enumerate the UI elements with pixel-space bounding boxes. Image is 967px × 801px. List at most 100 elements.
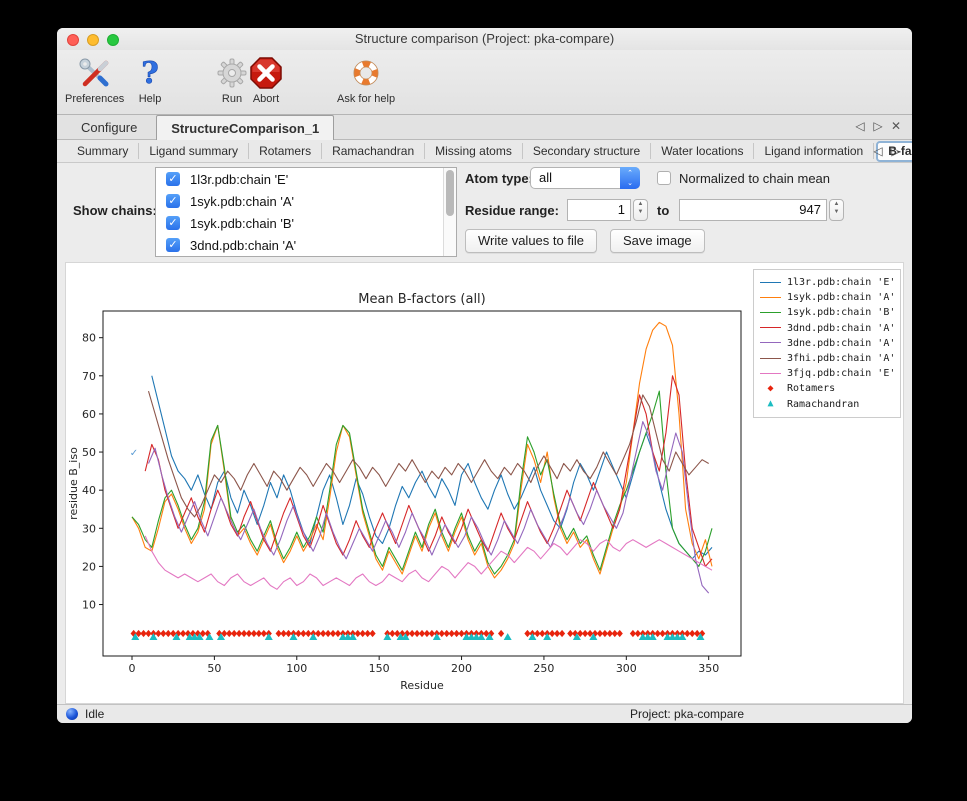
subtab-b-factors[interactable]: B-factors [876,140,912,162]
tab-structurecomparison-1[interactable]: StructureComparison_1 [156,115,335,140]
marker-rotamers [389,629,396,638]
subtab-secondary-structure[interactable]: Secondary structure [523,143,652,159]
toolbar-ask-for-help-button[interactable]: Ask for help [337,56,395,105]
marker-rotamers [558,629,566,638]
save-image-button[interactable]: Save image [610,229,705,253]
chain-label: 1l3r.pdb:chain 'E' [190,171,289,187]
toolbar-help-button[interactable]: ? Help [133,56,167,105]
atom-type-value: all [539,170,553,185]
legend-line [760,342,781,344]
y-tick-label: 20 [82,560,96,573]
marker-rotamers [221,629,228,638]
marker-rotamers [255,629,262,638]
marker-ramachandran [485,633,494,640]
subtab-rotamers[interactable]: Rotamers [249,143,323,159]
marker-ramachandran [678,633,687,640]
legend-label: Rotamers [787,383,836,395]
toolbar-label: Run [221,93,243,105]
x-tick-label: 250 [533,662,554,675]
x-tick-label: 350 [698,662,719,675]
marker-rotamers [305,629,312,638]
close-tab-icon[interactable]: ✕ [890,119,902,133]
subtab-ramachandran[interactable]: Ramachandran [322,143,426,159]
marker-ramachandran [528,633,537,640]
chain-checkbox[interactable]: ✓ [166,238,180,252]
legend-line-swatch [760,277,781,288]
marker-ramachandran [383,633,392,640]
preferences-tools-icon [78,56,112,90]
minimize-window-button[interactable] [87,34,99,46]
titlebar[interactable]: Structure comparison (Project: pka-compa… [57,28,912,50]
prev-subtab-icon[interactable]: ◁ [873,144,883,158]
chain-list-item[interactable]: ✓ 1syk.pdb:chain 'A' [156,190,456,212]
y-axis-label: residue B_iso [67,447,80,520]
stepper-up-icon[interactable]: ▲ [833,201,840,207]
residue-to-input[interactable]: 947 [679,199,827,221]
legend-label: 1l3r.pdb:chain 'E' [787,277,896,289]
chain-label: 1syk.pdb:chain 'A' [190,193,294,209]
subtab-ligand-information[interactable]: Ligand information [754,143,875,159]
combo-down-glyph: ⌄ [627,180,633,187]
legend-line-swatch [760,368,781,379]
y-tick-label: 10 [82,599,96,612]
stepper-down-icon[interactable]: ▼ [637,209,644,215]
write-values-button[interactable]: Write values to file [465,229,597,253]
marker-rotamers [155,629,162,638]
toolbar-label: Ask for help [337,93,396,105]
chain-list[interactable]: ✓ 1l3r.pdb:chain 'E' ✓ 1syk.pdb:chain 'A' ✓ 1… [155,167,457,257]
toolbar-label: Abort [252,93,280,105]
tab-configure[interactable]: Configure [81,120,138,135]
legend-entry: 3fhi.pdb:chain 'A' [760,351,895,366]
scrollbar-thumb[interactable] [446,170,454,216]
chart-title: Mean B-factors (all) [358,292,486,307]
normalized-checkbox[interactable] [657,171,671,185]
marker-rotamers [329,629,337,638]
x-tick-label: 50 [207,662,221,675]
subtab-missing-atoms[interactable]: Missing atoms [425,143,523,159]
marker-rotamers [606,629,613,638]
atom-type-select[interactable]: all ⌃ ⌄ [530,167,640,189]
subtab-ligand-summary[interactable]: Ligand summary [139,143,250,159]
chart-line-1syk-pdb-chain-b [131,390,713,575]
marker-rotamers [448,629,455,638]
legend-line-swatch [760,353,781,364]
toolbar-abort-button[interactable]: Abort [249,56,283,105]
residue-to-stepper[interactable]: ▲ ▼ [829,199,844,221]
project-label: Project: pka-compare [630,707,745,721]
marker-rotamers [245,629,253,638]
sub-tab-bar: Summary Ligand summary Rotamers Ramachandra… [57,140,912,163]
x-tick-label: 200 [451,662,472,675]
stepper-down-icon[interactable]: ▼ [833,209,840,215]
prev-tab-icon[interactable]: ◁ [855,119,865,133]
legend-entry: ◆ Rotamers [760,381,894,396]
marker-ramachandran [348,633,357,640]
toolbar-preferences-button[interactable]: Preferences [65,56,124,105]
next-subtab-icon[interactable]: ▷ [891,144,901,158]
marker-rotamers [582,629,589,638]
zoom-window-button[interactable] [107,34,119,46]
chain-checkbox[interactable]: ✓ [166,216,180,230]
status-bar: Idle Project: pka-compare [57,704,912,723]
subtab-water-locations[interactable]: Water locations [651,143,755,159]
legend-label: Ramachandran [787,398,860,410]
legend-label: 1syk.pdb:chain 'A' [787,292,896,304]
chain-checkbox[interactable]: ✓ [166,194,180,208]
legend-entry: 3dne.pdb:chain 'A' [760,336,895,351]
marker-rotamers [135,629,142,638]
chain-checkbox[interactable]: ✓ [166,172,180,186]
chain-list-scrollbar[interactable] [443,168,456,256]
next-tab-icon[interactable]: ▷ [873,119,883,133]
marker-rotamers [577,629,584,638]
chain-list-item[interactable]: ✓ 1syk.pdb:chain 'B' [156,212,456,234]
toolbar-run-button[interactable]: Run [215,56,249,105]
close-window-button[interactable] [67,34,79,46]
marker-rotamers [199,629,206,638]
chain-list-item[interactable]: ✓ 1l3r.pdb:chain 'E' [156,168,456,190]
residue-from-input[interactable]: 1 [567,199,631,221]
marker-rotamers [684,629,691,638]
subtab-summary[interactable]: Summary [67,143,140,159]
marker-rotamers [145,629,152,638]
stepper-up-icon[interactable]: ▲ [637,201,644,207]
residue-from-stepper[interactable]: ▲ ▼ [633,199,648,221]
chain-list-item[interactable]: ✓ 3dnd.pdb:chain 'A' [156,234,456,256]
